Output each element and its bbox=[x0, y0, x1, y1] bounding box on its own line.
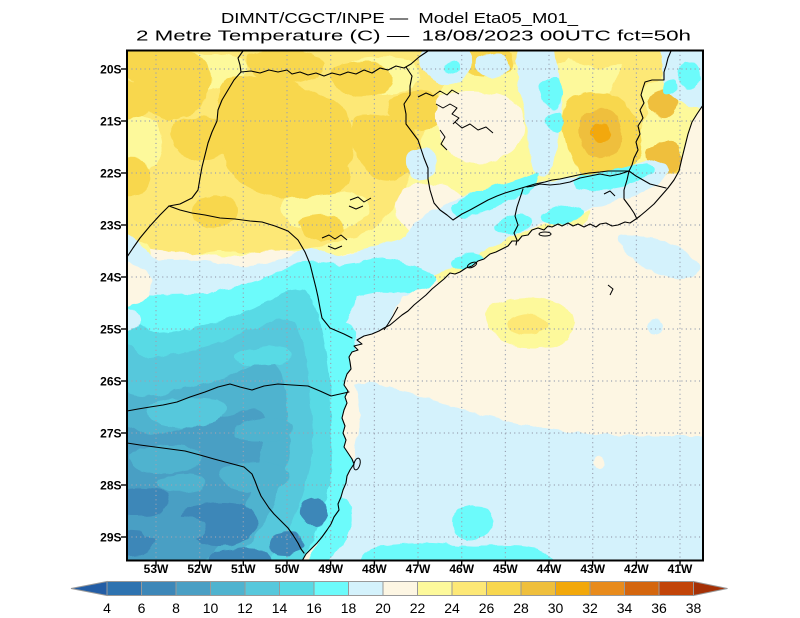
svg-text:22: 22 bbox=[410, 600, 426, 616]
svg-text:27S: 27S bbox=[100, 426, 121, 440]
svg-text:29S: 29S bbox=[100, 530, 121, 544]
svg-text:45W: 45W bbox=[493, 562, 518, 576]
svg-text:44W: 44W bbox=[537, 562, 562, 576]
svg-text:DIMNT/CGCT/INPE — Model Eta05: DIMNT/CGCT/INPE — Model Eta05_M01_ bbox=[221, 10, 579, 27]
svg-text:12: 12 bbox=[237, 600, 253, 616]
svg-text:22S: 22S bbox=[100, 166, 121, 180]
svg-text:14: 14 bbox=[272, 600, 288, 616]
svg-text:53W: 53W bbox=[144, 562, 169, 576]
svg-text:6: 6 bbox=[138, 600, 146, 616]
svg-text:28S: 28S bbox=[100, 478, 121, 492]
svg-text:50W: 50W bbox=[275, 562, 300, 576]
svg-text:43W: 43W bbox=[580, 562, 605, 576]
svg-text:18: 18 bbox=[341, 600, 357, 616]
svg-text:36: 36 bbox=[651, 600, 667, 616]
svg-text:32: 32 bbox=[582, 600, 598, 616]
svg-text:20S: 20S bbox=[100, 62, 121, 76]
svg-text:48W: 48W bbox=[362, 562, 387, 576]
svg-text:34: 34 bbox=[617, 600, 633, 616]
svg-text:21S: 21S bbox=[100, 114, 121, 128]
svg-text:20: 20 bbox=[375, 600, 391, 616]
svg-text:2 Metre Temperature (C) — 18/: 2 Metre Temperature (C) — 18/08/2023 00U… bbox=[136, 27, 691, 44]
svg-text:26: 26 bbox=[479, 600, 495, 616]
svg-text:26S: 26S bbox=[100, 374, 121, 388]
svg-text:10: 10 bbox=[203, 600, 219, 616]
svg-text:30: 30 bbox=[548, 600, 564, 616]
svg-text:23S: 23S bbox=[100, 218, 121, 232]
svg-text:46W: 46W bbox=[449, 562, 474, 576]
svg-text:49W: 49W bbox=[318, 562, 343, 576]
svg-text:42W: 42W bbox=[624, 562, 649, 576]
svg-text:25S: 25S bbox=[100, 322, 121, 336]
svg-text:28: 28 bbox=[513, 600, 529, 616]
svg-text:8: 8 bbox=[172, 600, 180, 616]
svg-text:4: 4 bbox=[103, 600, 111, 616]
svg-text:47W: 47W bbox=[406, 562, 431, 576]
svg-text:51W: 51W bbox=[231, 562, 256, 576]
svg-text:52W: 52W bbox=[187, 562, 212, 576]
svg-text:24S: 24S bbox=[100, 270, 121, 284]
svg-text:16: 16 bbox=[306, 600, 322, 616]
svg-text:41W: 41W bbox=[668, 562, 693, 576]
svg-text:38: 38 bbox=[686, 600, 702, 616]
svg-text:24: 24 bbox=[444, 600, 460, 616]
